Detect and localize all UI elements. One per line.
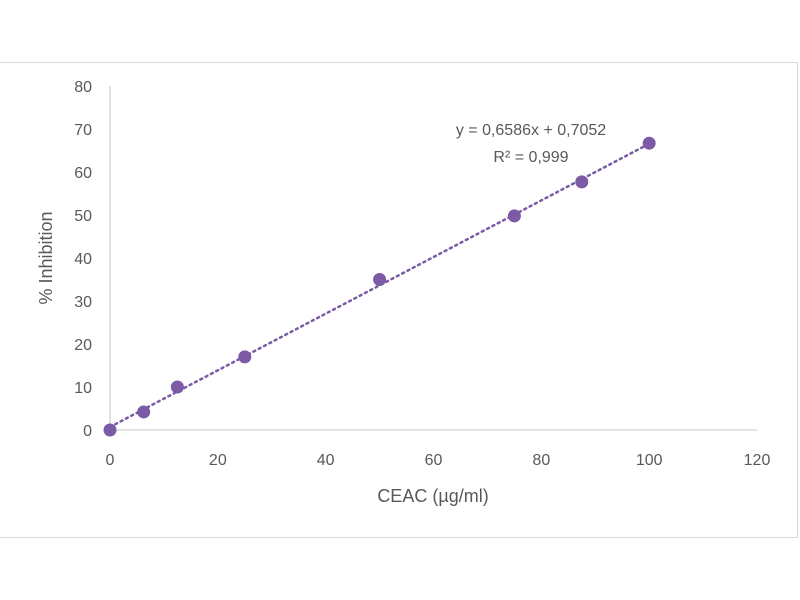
data-point bbox=[238, 350, 252, 364]
data-point bbox=[642, 136, 656, 150]
y-tick-label: 80 bbox=[74, 79, 92, 96]
y-tick-label: 70 bbox=[74, 122, 92, 139]
y-tick-label: 60 bbox=[74, 165, 92, 182]
x-tick-label: 80 bbox=[532, 452, 550, 469]
y-tick-label: 50 bbox=[74, 208, 92, 225]
y-axis-title: % Inhibition bbox=[36, 211, 56, 304]
trendline-equation: y = 0,6586x + 0,7052 bbox=[456, 122, 606, 139]
data-point bbox=[137, 405, 151, 419]
y-tick-label: 30 bbox=[74, 294, 92, 311]
y-tick-label: 0 bbox=[83, 423, 92, 440]
x-tick-label: 100 bbox=[636, 452, 663, 469]
x-axis-title: CEAC (µg/ml) bbox=[377, 486, 488, 506]
data-point bbox=[170, 380, 184, 394]
x-tick-label: 0 bbox=[106, 452, 115, 469]
trendline bbox=[108, 142, 651, 429]
y-tick-label: 40 bbox=[74, 251, 92, 268]
r-squared-label: R² = 0,999 bbox=[493, 149, 568, 166]
x-tick-label: 60 bbox=[425, 452, 443, 469]
chart-frame bbox=[0, 62, 798, 538]
x-tick-label: 120 bbox=[744, 452, 771, 469]
data-point bbox=[373, 273, 387, 286]
x-tick-labels: 0 20 40 60 80 100 120 bbox=[106, 452, 771, 469]
y-tick-label: 10 bbox=[74, 380, 92, 397]
data-points bbox=[103, 136, 656, 437]
x-tick-label: 40 bbox=[317, 452, 335, 469]
data-point bbox=[103, 423, 117, 437]
x-tick-label: 20 bbox=[209, 452, 227, 469]
axes bbox=[109, 86, 757, 431]
data-point bbox=[575, 175, 589, 189]
data-point bbox=[507, 209, 521, 223]
y-tick-labels: 0 10 20 30 40 50 60 70 80 bbox=[74, 79, 92, 440]
y-tick-label: 20 bbox=[74, 337, 92, 354]
trendline-layer bbox=[108, 142, 651, 429]
